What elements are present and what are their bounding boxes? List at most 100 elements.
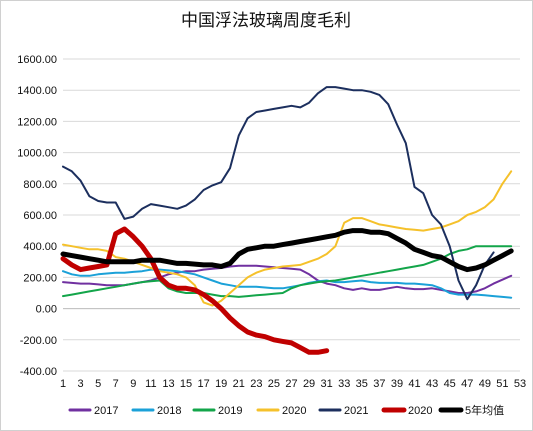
data-point [449,245,451,247]
data-point [88,248,90,250]
chart-title: 中国浮法玻璃周度毛利 [181,11,351,31]
data-point [106,284,108,286]
y-tick-label: 800.00 [23,179,57,191]
data-point [501,245,503,247]
data-point [466,269,468,271]
data-point [440,287,442,289]
data-point [141,264,143,266]
data-point [370,289,372,291]
data-point [334,281,336,283]
data-point [238,265,240,267]
data-point [422,288,424,290]
data-point [247,286,249,288]
y-tick-label: -200.00 [20,335,57,347]
data-point [299,269,301,271]
x-tick-label: 9 [130,378,136,390]
data-point [343,287,345,289]
data-point [413,186,416,188]
data-point [185,276,187,278]
data-point [326,253,328,255]
data-point [185,262,187,264]
data-point [282,265,284,268]
data-point [185,272,187,274]
data-point [422,230,424,232]
data-point [405,228,407,230]
data-point [484,264,486,266]
x-tick-label: 19 [215,378,227,390]
data-point [115,201,117,204]
data-point [493,259,495,261]
y-tick-label: 0.00 [36,304,57,316]
data-point [510,245,512,247]
data-point [194,263,196,265]
data-point [141,245,143,247]
x-tick-label: 41 [408,378,420,390]
data-point [194,198,196,200]
y-tick-label: -400.00 [20,366,57,378]
data-point [273,339,275,341]
data-point [413,229,416,231]
data-point [466,298,468,300]
data-point [203,294,205,296]
data-point [264,336,266,338]
data-point [229,262,231,264]
x-tick-label: 1 [60,378,66,390]
series-line-6 [60,228,514,273]
data-point [150,269,152,271]
data-point [378,272,380,274]
data-point [80,247,82,249]
data-point [299,284,301,286]
data-point [308,351,310,353]
data-point [123,272,126,274]
data-point [185,205,187,207]
data-point [88,283,90,285]
data-point [88,290,90,292]
data-point [317,281,319,283]
data-point [238,325,240,327]
data-point [167,273,170,275]
data-point [132,283,134,285]
data-point [255,294,257,296]
data-point [493,198,495,200]
data-point [88,258,90,260]
data-point [203,264,205,266]
data-point [150,280,152,282]
data-point [396,226,398,229]
data-point [334,279,336,282]
data-point [449,292,451,294]
data-point [457,265,460,268]
data-point [185,287,187,289]
data-point [247,117,249,119]
data-point [176,270,178,272]
data-point [273,245,275,247]
series-line-4 [62,86,495,301]
data-point [247,248,249,250]
data-point [220,295,222,297]
data-point [203,269,205,271]
data-point [176,290,178,292]
data-point [449,261,451,263]
data-point [343,278,345,280]
data-point [71,170,73,172]
data-point [352,280,354,282]
data-point [361,217,363,219]
data-point [387,233,389,235]
x-tick-label: 39 [391,378,403,390]
data-point [220,181,222,183]
data-point [150,267,152,269]
data-point [80,180,82,182]
data-point [247,295,249,297]
data-point [71,264,73,266]
data-point [62,166,64,168]
data-point [475,290,477,292]
data-point [413,248,416,250]
legend: 2017 2018 2019 2020 2021 2020 5年均值 [68,403,504,417]
data-point [203,189,205,191]
data-point [308,283,310,285]
data-point [282,292,284,294]
data-point [352,217,354,219]
data-point [141,281,143,283]
x-tick-label: 53 [514,378,526,390]
data-point [308,239,310,241]
data-point [80,269,82,271]
